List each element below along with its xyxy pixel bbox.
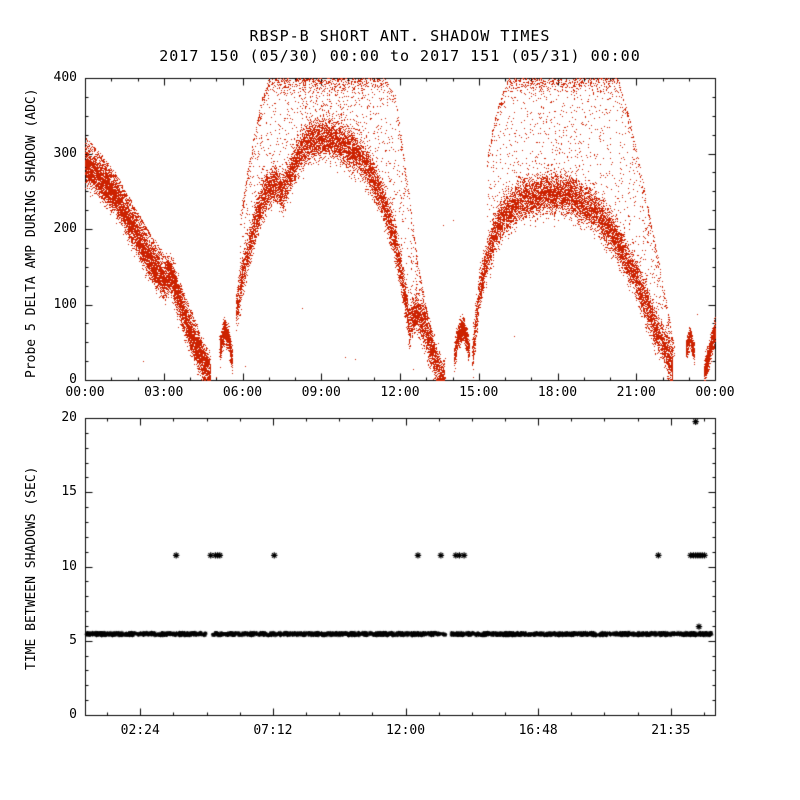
chart-subtitle: 2017 150 (05/30) 00:00 to 2017 151 (05/3…	[159, 47, 641, 65]
bottom-x-tick-label: 16:48	[518, 723, 558, 738]
bottom-y-tick-label: 5	[69, 632, 77, 648]
top-x-tick-label: 06:00	[222, 385, 263, 400]
top-x-tick-label: 09:00	[301, 385, 341, 400]
bottom-x-tick-label: 07:12	[253, 723, 293, 738]
bottom-y-tick-label: 15	[61, 484, 77, 500]
top-y-tick-label: 0	[69, 372, 77, 387]
chart-title: RBSP-B SHORT ANT. SHADOW TIMES	[249, 27, 551, 45]
top-x-tick-label: 03:00	[144, 385, 184, 400]
bottom-x-tick-label: 12:00	[385, 723, 426, 738]
top-y-tick-label: 100	[53, 296, 77, 312]
bottom-y-tick-label: 0	[69, 707, 77, 722]
top-x-tick-label: 12:00	[380, 385, 420, 400]
bottom-x-tick-label: 02:24	[120, 723, 160, 738]
top-y-tick-label: 200	[53, 221, 77, 236]
bottom-y-tick-label: 20	[61, 410, 77, 425]
top-y-tick-label: 300	[53, 145, 77, 161]
top-x-tick-label: 21:00	[616, 385, 656, 400]
top-x-tick-label: 00:00	[65, 385, 105, 400]
top-x-tick-label: 15:00	[459, 385, 499, 400]
top-x-tick-label: 18:00	[537, 385, 578, 400]
bottom-x-tick-label: 21:35	[651, 723, 691, 738]
top-y-tick-label: 400	[53, 70, 77, 85]
top-x-tick-label: 00:00	[695, 385, 735, 400]
bottom-y-tick-label: 10	[61, 558, 77, 574]
